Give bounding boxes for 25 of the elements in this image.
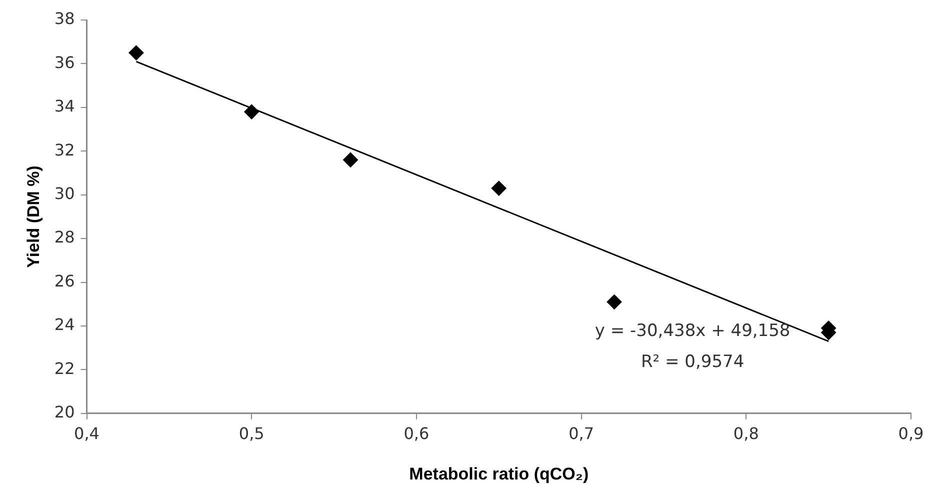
y-tick-label: 30 [54, 184, 75, 203]
x-tick-label: 0,4 [74, 424, 100, 444]
y-tick-label: 24 [54, 315, 75, 334]
point [244, 104, 260, 120]
y-tick-label: 26 [54, 271, 75, 290]
y-tick-label: 20 [54, 402, 75, 422]
x-tick-label: 0,7 [568, 424, 594, 444]
y-tick-label: 22 [54, 358, 75, 378]
annotation: y = -30,438x + 49,158 [594, 320, 790, 341]
point [491, 180, 506, 196]
x-tick-label: 0,9 [898, 424, 924, 444]
point [343, 152, 358, 168]
y-tick-label: 34 [54, 96, 75, 116]
y-tick-label: 32 [54, 140, 75, 160]
y-axis-title: Yield (DM %) [24, 166, 43, 268]
point [128, 45, 144, 60]
x-tick-label: 0,5 [238, 424, 264, 444]
x-axis-title: Metabolic ratio (qCO₂) [409, 464, 589, 484]
y-tick-label: 36 [54, 52, 75, 72]
annotation: R² = 0,9574 [640, 352, 744, 372]
y-tick-label: 28 [54, 228, 75, 247]
y-tick-label: 38 [54, 9, 75, 28]
x-tick-label: 0,6 [404, 424, 430, 444]
x-tick-label: 0,8 [733, 424, 759, 444]
point [606, 294, 622, 310]
